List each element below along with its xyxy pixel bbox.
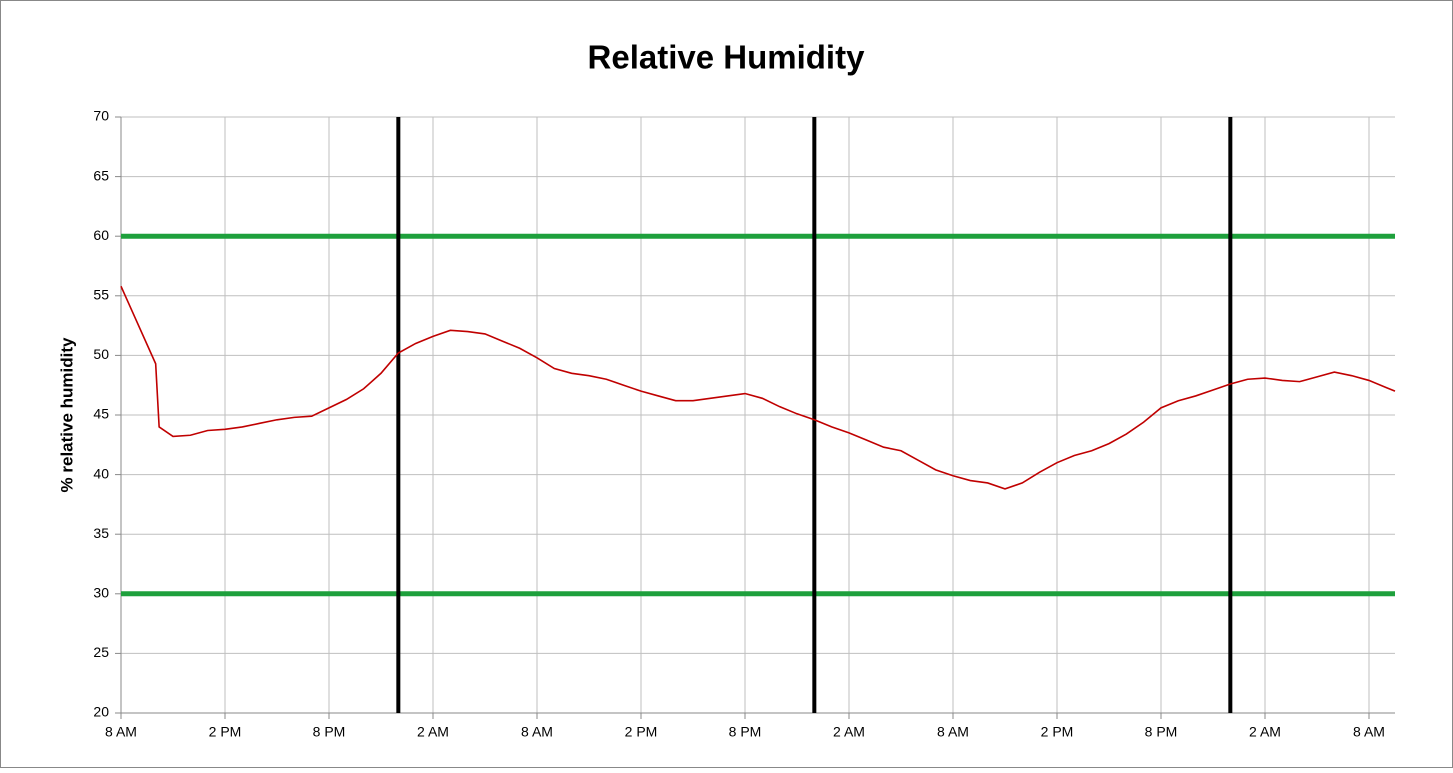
x-tick-label: 2 AM [417, 724, 449, 740]
y-tick-label: 45 [93, 406, 109, 422]
y-tick-label: 65 [93, 167, 109, 183]
x-tick-label: 8 AM [937, 724, 969, 740]
y-tick-label: 70 [93, 108, 109, 124]
y-axis-label: % relative humidity [57, 337, 76, 492]
x-tick-label: 2 PM [1041, 724, 1074, 740]
x-tick-label: 2 PM [625, 724, 658, 740]
y-tick-label: 50 [93, 346, 109, 362]
x-tick-label: 2 AM [833, 724, 865, 740]
x-tick-label: 8 AM [1353, 724, 1385, 740]
x-tick-label: 8 PM [313, 724, 346, 740]
x-tick-label: 2 AM [1249, 724, 1281, 740]
x-tick-label: 8 PM [729, 724, 762, 740]
y-tick-label: 20 [93, 704, 109, 720]
y-tick-label: 60 [93, 227, 109, 243]
data-line [120, 285, 1396, 490]
y-tick-label: 30 [93, 585, 109, 601]
y-tick-label: 35 [93, 525, 109, 541]
y-tick-label: 40 [93, 465, 109, 481]
y-tick-label: 25 [93, 644, 109, 660]
chart-title: Relative Humidity [588, 39, 866, 76]
x-tick-label: 2 PM [209, 724, 242, 740]
x-tick-label: 8 PM [1145, 724, 1178, 740]
x-tick-label: 8 AM [521, 724, 553, 740]
x-tick-label: 8 AM [105, 724, 137, 740]
y-tick-label: 55 [93, 287, 109, 303]
